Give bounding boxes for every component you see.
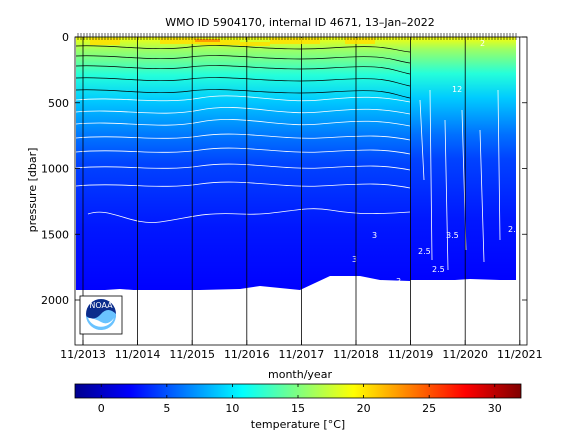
- surface-warm-patch: [240, 42, 270, 46]
- y-tick-label: 2000: [41, 294, 69, 307]
- noaa-logo: NOAA: [79, 295, 123, 335]
- x-tick-label: 11/2016: [224, 348, 270, 361]
- x-tick-label: 11/2018: [333, 348, 379, 361]
- colorbar-tick-label: 0: [98, 402, 105, 415]
- y-axis-label: pressure [dbar]: [26, 148, 39, 233]
- contour-label: 3: [396, 277, 401, 286]
- colorbar-tick-label: 15: [291, 402, 305, 415]
- colorbar-tick-label: 30: [488, 402, 502, 415]
- contour-lines: [75, 89, 501, 271]
- y-axis: 0 500 1000 1500 2000: [41, 31, 527, 307]
- x-axis: 11/2013 11/2014 11/2015 11/2016 11/2017 11/20…: [60, 340, 543, 361]
- contour-line: [87, 208, 411, 223]
- logo-wave: [86, 310, 117, 331]
- contour-line: [75, 163, 411, 171]
- x-tick-label: 11/2015: [169, 348, 215, 361]
- logo-text: NOAA: [89, 301, 113, 310]
- colorbar-tick-label: 20: [357, 402, 371, 415]
- colorbar-tick-label: 10: [225, 402, 239, 415]
- colorbar-tick-label: 5: [163, 402, 170, 415]
- colorbar-tick-label: 25: [422, 402, 436, 415]
- surface-warm-patch: [270, 38, 320, 44]
- colorbar-ticks: 0 5 10 15 20 25 30: [98, 384, 502, 415]
- y-tick-label: 1500: [41, 228, 69, 241]
- contour-label: 2.4: [508, 225, 521, 234]
- x-tick-label: 11/2017: [279, 348, 325, 361]
- contour-line: [75, 181, 411, 189]
- contour-label: 2.5: [432, 265, 445, 274]
- contour-label: 3: [372, 231, 377, 240]
- x-tick-label: 11/2014: [115, 348, 161, 361]
- surface-warm-patch: [345, 38, 375, 44]
- x-tick-label: 11/2021: [497, 348, 543, 361]
- contour-line: [75, 95, 411, 103]
- data-bottom-edge-late: [410, 279, 516, 300]
- y-tick-label: 500: [48, 97, 69, 110]
- data-bottom-edge: [76, 276, 410, 300]
- contour-labels: 2 12 3 3 3.5 2.52.5 3 2.4: [352, 39, 521, 286]
- x-tick-label: 11/2013: [60, 348, 106, 361]
- colorbar-label: temperature [°C]: [251, 418, 345, 431]
- y-tick-label: 1000: [41, 163, 69, 176]
- contour-line: [419, 89, 501, 271]
- surface-warm-patch: [90, 38, 120, 45]
- contour-label: 12: [452, 85, 462, 94]
- x-tick-label: 11/2019: [388, 348, 434, 361]
- logo-bird: [88, 318, 114, 327]
- surface-warm-patch: [200, 40, 240, 45]
- contour-line: [75, 107, 411, 115]
- contour-label: 3.5: [446, 231, 459, 240]
- plot-area: 2 12 3 3 3.5 2.52.5 3 2.4: [75, 37, 527, 345]
- data-field-early: [76, 37, 410, 290]
- colorbar: 0 5 10 15 20 25 30 temperature [°C]: [74, 383, 522, 431]
- chart-title: WMO ID 5904170, internal ID 4671, 13–Jan…: [165, 16, 435, 29]
- contour-label: 2: [480, 39, 485, 48]
- contour-line: [75, 147, 411, 155]
- x-tick-label: 11/2020: [442, 348, 488, 361]
- contour-line: [75, 133, 411, 141]
- year-lines: [82, 37, 521, 345]
- y-tick-label: 0: [62, 31, 69, 44]
- surface-warm-patch: [160, 38, 200, 44]
- contour-label: 2.5: [418, 247, 431, 256]
- contour-label: 3: [352, 255, 357, 264]
- x-axis-label: month/year: [268, 368, 332, 381]
- contour-line: [75, 119, 411, 127]
- surface-hot-patch: [195, 39, 220, 42]
- profile-ticks: [77, 33, 517, 40]
